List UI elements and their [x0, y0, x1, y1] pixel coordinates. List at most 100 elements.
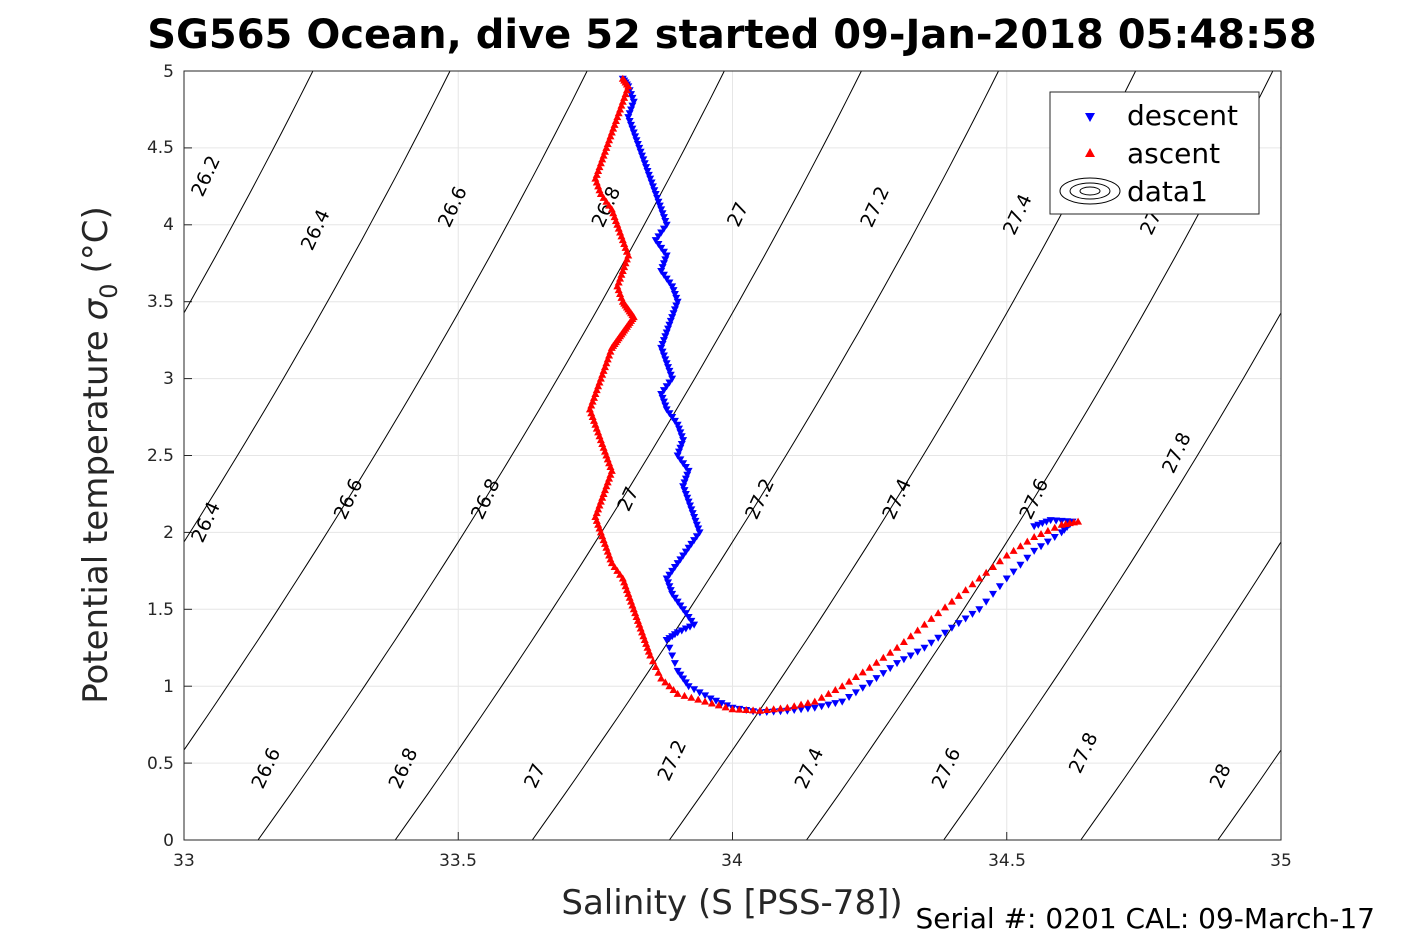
descent-point — [643, 167, 652, 175]
descent-point — [690, 514, 699, 522]
descent-point — [673, 452, 682, 460]
y-tick-label: 4.5 — [147, 138, 174, 158]
ascent-point — [947, 597, 956, 605]
descent-point — [625, 117, 634, 125]
descent-point — [637, 152, 646, 160]
ascent-point — [961, 586, 970, 594]
descent-point — [668, 567, 677, 575]
descent-point — [662, 575, 671, 583]
descent-point — [666, 371, 675, 379]
ascent-point — [968, 580, 977, 588]
descent-point — [676, 602, 685, 610]
descent-point — [658, 340, 667, 348]
ascent-point — [817, 693, 826, 701]
x-axis-label: Salinity (S [PSS-78]) — [561, 883, 902, 923]
ascent-point — [749, 706, 758, 714]
descent-point — [670, 594, 679, 602]
descent-point — [651, 237, 660, 245]
descent-point — [681, 610, 690, 618]
descent-point — [684, 544, 693, 552]
descent-point — [658, 210, 667, 218]
legend-data1-label: data1 — [1127, 175, 1208, 208]
descent-point — [654, 233, 663, 241]
x-tick-label: 34.5 — [988, 851, 1026, 871]
ascent-point — [735, 705, 744, 713]
y-tick-label: 1 — [163, 677, 174, 697]
descent-point — [677, 627, 686, 635]
descent-point — [659, 387, 668, 395]
descent-point — [639, 156, 648, 164]
descent-point — [681, 490, 690, 498]
descent-point — [941, 629, 950, 637]
descent-point — [687, 540, 696, 548]
y-tick-label: 0.5 — [147, 754, 174, 774]
descent-point — [824, 701, 833, 709]
descent-point — [640, 160, 649, 168]
descent-point — [1002, 575, 1011, 583]
ascent-point — [755, 706, 764, 714]
descent-point — [673, 667, 682, 675]
descent-point — [628, 94, 637, 102]
descent-point — [797, 706, 806, 714]
descent-point — [695, 689, 704, 697]
descent-point — [695, 529, 704, 537]
descent-point — [665, 367, 674, 375]
descent-point — [631, 133, 640, 141]
y-tick-label: 0 — [163, 831, 174, 851]
ascent-point — [982, 568, 991, 576]
descent-point — [858, 684, 867, 692]
ascent-point — [661, 678, 670, 686]
descent-point — [845, 693, 854, 701]
ascent-point — [845, 677, 854, 685]
descent-point — [662, 221, 671, 229]
descent-point — [669, 287, 678, 295]
descent-point — [661, 333, 670, 341]
descent-point — [668, 414, 677, 422]
data-series — [585, 74, 1083, 717]
descent-point — [676, 429, 685, 437]
y-tick-label: 1.5 — [147, 600, 174, 620]
descent-point — [670, 660, 679, 668]
ascent-point — [975, 574, 984, 582]
descent-point — [665, 583, 674, 591]
y-tick-label: 3 — [163, 369, 174, 389]
descent-point — [665, 321, 674, 329]
descent-point — [632, 137, 641, 145]
descent-point — [659, 337, 668, 345]
descent-point — [654, 241, 663, 249]
y-tick-label: 5 — [163, 62, 174, 82]
descent-point — [838, 698, 847, 706]
descent-point — [934, 634, 943, 642]
legend-ascent-marker — [1085, 148, 1095, 157]
descent-point — [701, 692, 710, 700]
descent-point — [810, 704, 819, 712]
ascent-point — [1002, 551, 1011, 559]
descent-point — [673, 421, 682, 429]
descent-point — [662, 252, 671, 260]
ascent-point — [995, 557, 1004, 565]
descent-point — [1037, 543, 1046, 551]
y-tick-label: 3.5 — [147, 292, 174, 312]
ascent-point — [680, 691, 689, 699]
ascent-point — [714, 701, 723, 709]
descent-point — [627, 121, 636, 129]
descent-point — [1030, 547, 1039, 555]
ascent-point — [954, 591, 963, 599]
descent-point — [635, 144, 644, 152]
descent-point — [683, 494, 692, 502]
ascent-point — [893, 643, 902, 651]
y-axis-label-text: Potential temperature — [76, 330, 116, 703]
y-tick-label: 2 — [163, 523, 174, 543]
ascent-point — [831, 686, 840, 694]
ascent-point — [1043, 526, 1052, 534]
descent-point — [685, 623, 694, 631]
descent-point — [646, 175, 655, 183]
descent-point — [679, 460, 688, 468]
descent-point — [684, 683, 693, 691]
legend-descent-label: descent — [1127, 99, 1238, 132]
descent-point — [676, 671, 685, 679]
y-tick-label: 2.5 — [147, 446, 174, 466]
descent-point — [627, 106, 636, 114]
descent-point — [665, 379, 674, 387]
descent-point — [659, 260, 668, 268]
